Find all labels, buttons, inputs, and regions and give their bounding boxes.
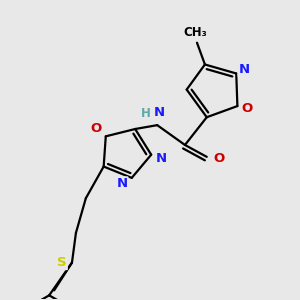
Text: O: O — [213, 152, 224, 165]
Text: S: S — [57, 256, 67, 269]
Text: N: N — [116, 177, 128, 190]
Text: O: O — [242, 101, 253, 115]
Text: N: N — [154, 106, 165, 119]
Text: N: N — [238, 63, 250, 76]
Text: N: N — [156, 152, 167, 165]
Text: CH₃: CH₃ — [183, 26, 207, 39]
Text: O: O — [90, 122, 101, 135]
Text: H: H — [140, 107, 150, 120]
